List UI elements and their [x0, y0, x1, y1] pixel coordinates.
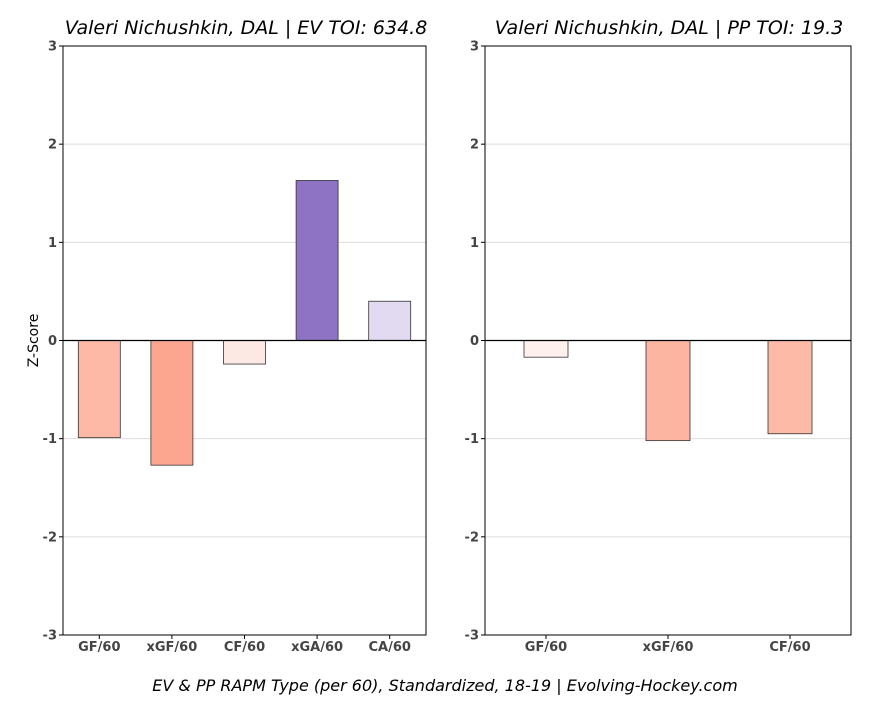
- ev-xtick-label: CA/60: [368, 640, 410, 655]
- ev-xtick-label: GF/60: [78, 640, 120, 655]
- ev-bar-xgf-per-60: [150, 340, 194, 466]
- ev-ytick-label: 1: [48, 236, 57, 251]
- pp-ytick-label: 3: [470, 40, 479, 55]
- ev-ytick-label: 2: [48, 138, 57, 153]
- ev-y-axis-label: Z-Score: [26, 314, 42, 368]
- pp-ytick-label: 0: [470, 334, 479, 349]
- ev-xtick-label: xGA/60: [291, 640, 343, 655]
- ev-xtick-label: CF/60: [224, 640, 265, 655]
- ev-xtick-label: xGF/60: [147, 640, 198, 655]
- ev-ytick-label: -2: [43, 530, 57, 545]
- ev-ytick-label: 0: [48, 334, 57, 349]
- ev-panel: Valeri Nichushkin, DAL | EV TOI: 634.8 3 2…: [26, 17, 427, 655]
- pp-ytick-label: -2: [465, 530, 479, 545]
- pp-ytick-label: 1: [470, 236, 479, 251]
- ev-ytick-label: -1: [43, 432, 57, 447]
- pp-bar-cf-per-60: [767, 340, 813, 435]
- ev-bar-gf-per-60: [77, 340, 121, 439]
- pp-bar-xgf-per-60: [645, 340, 691, 442]
- ev-plot-frame: [62, 45, 427, 636]
- ev-ytick-label: 3: [48, 40, 57, 55]
- pp-chart-title: Valeri Nichushkin, DAL | PP TOI: 19.3: [495, 17, 843, 39]
- ev-bar-xga-per-60: [295, 180, 339, 341]
- ev-bar-ca-per-60: [368, 300, 412, 341]
- ev-bar-cf-per-60: [223, 340, 266, 365]
- pp-plot-frame: [484, 45, 852, 636]
- pp-bar-gf-per-60: [523, 340, 569, 358]
- pp-xtick-label: CF/60: [769, 640, 810, 655]
- pp-ytick-label: -3: [465, 629, 479, 644]
- pp-ytick-label: 2: [470, 138, 479, 153]
- pp-xtick-label: xGF/60: [643, 640, 694, 655]
- footer-caption: EV & PP RAPM Type (per 60), Standardized…: [152, 676, 737, 695]
- ev-chart-title: Valeri Nichushkin, DAL | EV TOI: 634.8: [65, 17, 428, 39]
- ev-ytick-label: -3: [43, 629, 57, 644]
- pp-ytick-label: -1: [465, 432, 479, 447]
- pp-panel: Valeri Nichushkin, DAL | PP TOI: 19.3 3 2 1…: [465, 17, 852, 655]
- pp-xtick-label: GF/60: [525, 640, 567, 655]
